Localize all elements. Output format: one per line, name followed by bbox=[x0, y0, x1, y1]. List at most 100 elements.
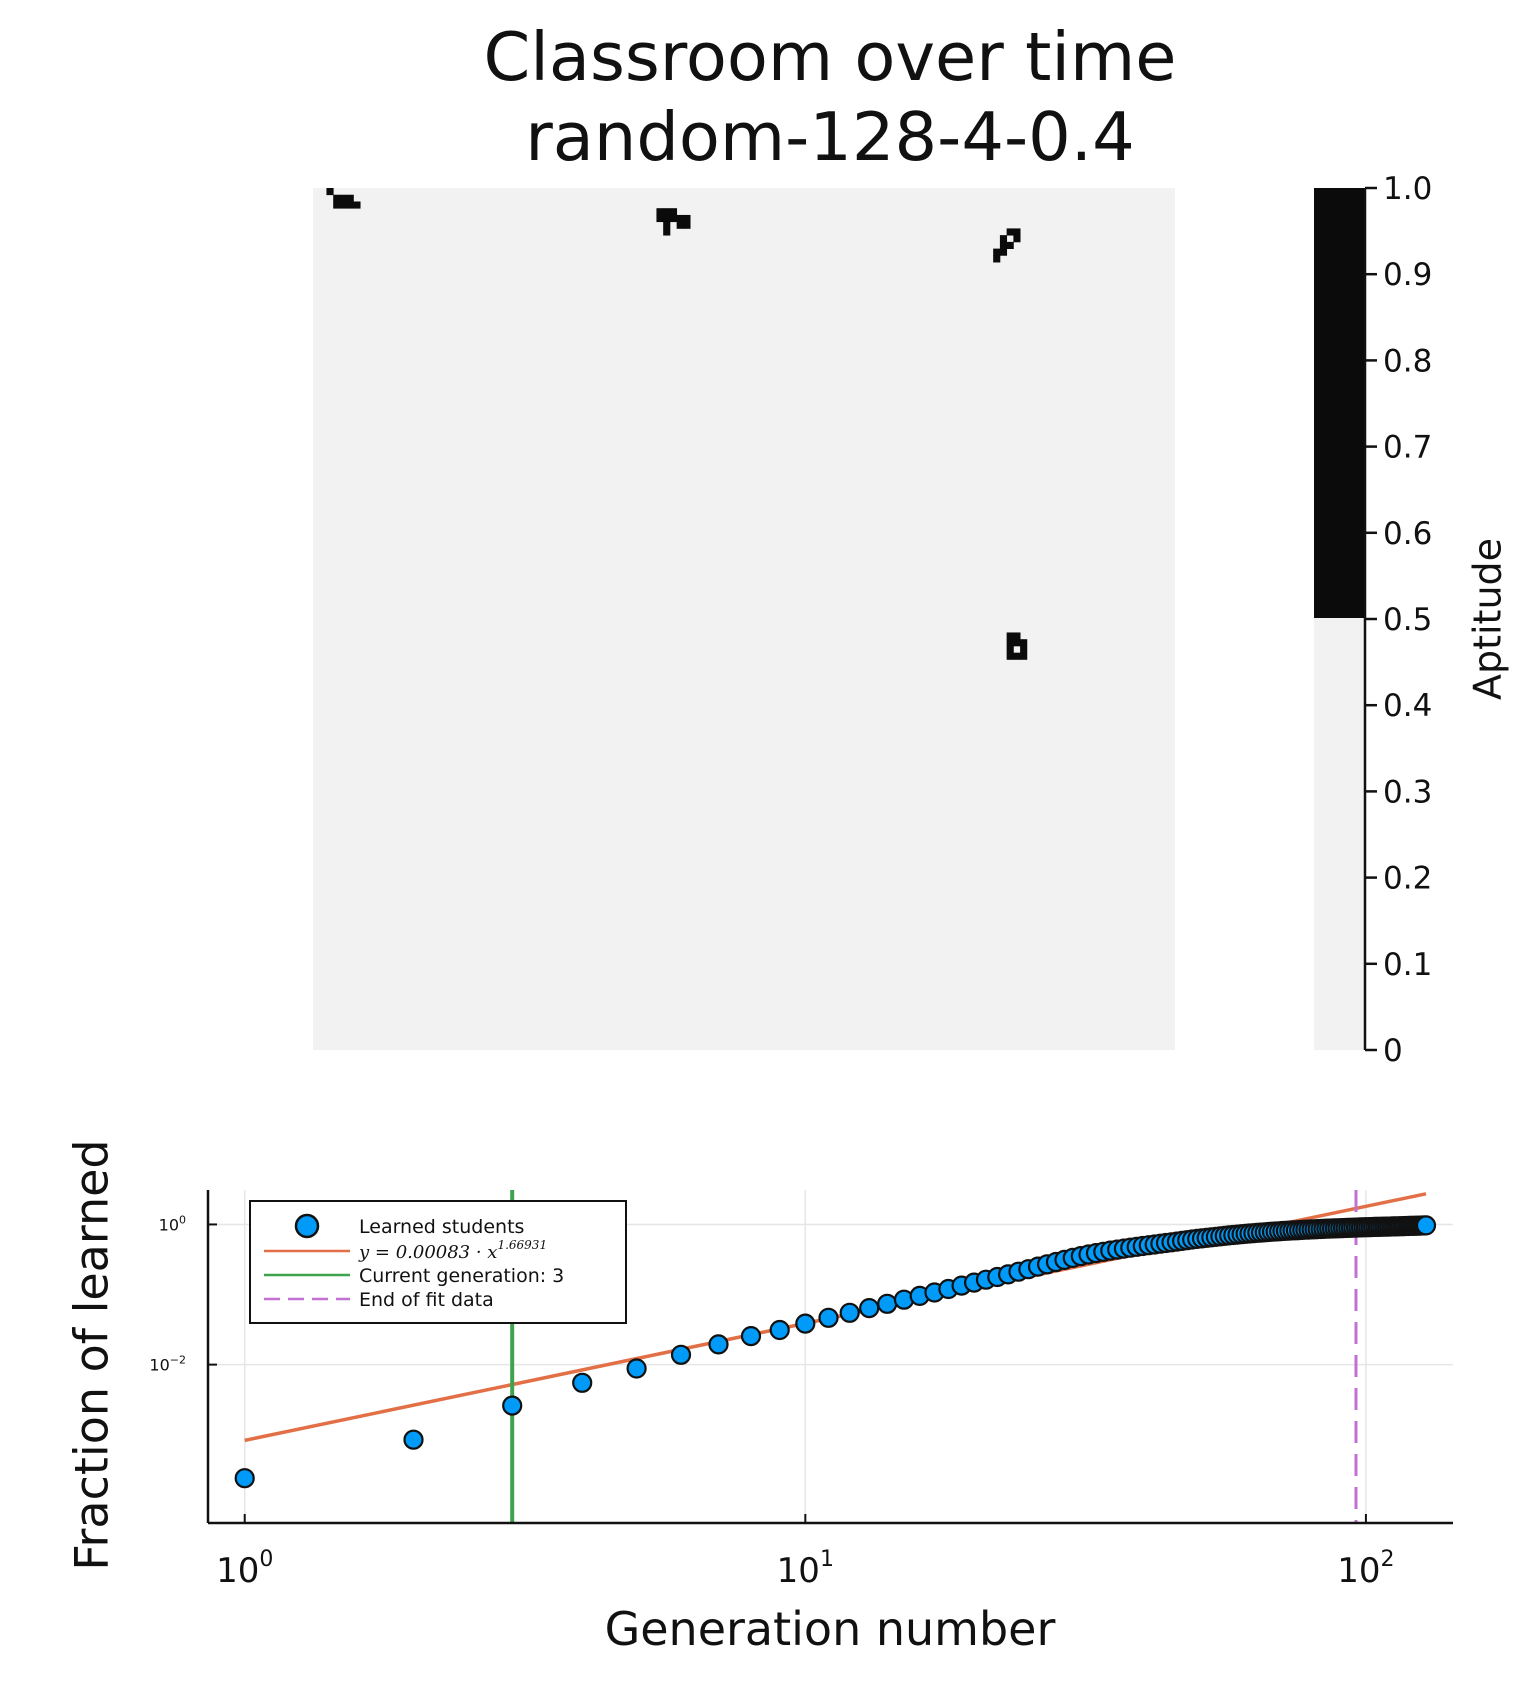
heatmap-cell bbox=[1020, 652, 1028, 660]
x-tick-exponent: 1 bbox=[820, 1547, 834, 1572]
heatmap-cell bbox=[1006, 241, 1014, 250]
heatmap-cell bbox=[1020, 645, 1028, 654]
colorbar-ticks: 0 0.1 0.2 0.3 0.4 0.5 0.6 0.7 0.8 0.9 1.0 bbox=[1365, 171, 1432, 1069]
data-point bbox=[708, 1334, 729, 1355]
colorbar-tick-label: 0.5 bbox=[1383, 602, 1432, 638]
y-axis-label: Fraction of learned bbox=[65, 1139, 119, 1570]
colorbar-tick-label: 0.8 bbox=[1383, 343, 1432, 379]
data-point bbox=[740, 1325, 762, 1347]
y-tick-label: 10−2 bbox=[149, 1354, 186, 1375]
legend-label-endfit: End of fit data bbox=[359, 1289, 494, 1311]
data-point bbox=[1415, 1215, 1437, 1236]
data-point bbox=[859, 1297, 880, 1319]
heatmap-cell bbox=[676, 221, 684, 229]
figure-title-line2: random-128-4-0.4 bbox=[525, 98, 1134, 176]
colorbar-tick-label: 0.4 bbox=[1383, 688, 1432, 724]
heatmap-cell bbox=[676, 214, 684, 223]
heatmap-cell bbox=[346, 194, 354, 202]
data-point bbox=[795, 1313, 816, 1334]
data-point bbox=[877, 1293, 898, 1314]
heatmap-cell bbox=[683, 214, 691, 223]
colorbar-tick-label: 0.2 bbox=[1383, 861, 1432, 897]
heatmap-cell bbox=[333, 194, 341, 202]
colorbar-tick-label: 0 bbox=[1383, 1033, 1403, 1069]
colorbar-tick-label: 0.1 bbox=[1383, 947, 1432, 983]
heatmap-cell bbox=[663, 228, 671, 236]
heatmap-cell bbox=[1006, 639, 1014, 647]
data-point bbox=[839, 1302, 860, 1323]
legend-label-learned: Learned students bbox=[359, 1216, 524, 1238]
heatmap-cell bbox=[669, 214, 678, 223]
heatmap-cell bbox=[1020, 639, 1028, 647]
heatmap-cell bbox=[663, 214, 671, 223]
legend-marker-learned bbox=[294, 1213, 320, 1239]
data-point bbox=[403, 1429, 424, 1450]
x-tick-label: 102 bbox=[1337, 1547, 1394, 1591]
heatmap-cell bbox=[1013, 639, 1021, 647]
heatmap-cell bbox=[669, 208, 678, 216]
heatmap-cell bbox=[339, 201, 348, 209]
heatmap-cell bbox=[333, 201, 341, 209]
y-tick-label: 100 bbox=[159, 1213, 186, 1234]
heatmap-cell bbox=[993, 248, 1001, 256]
x-tick-exponent: 2 bbox=[1381, 1547, 1395, 1572]
heatmap-cell bbox=[999, 235, 1008, 243]
heatmap-cell bbox=[1013, 235, 1021, 243]
x-tick-base: 10 bbox=[1337, 1551, 1380, 1591]
x-tick-label: 100 bbox=[216, 1547, 273, 1591]
legend-label-fit: y = 0.00083 · x1.66931 bbox=[358, 1238, 547, 1263]
heatmap-cell bbox=[656, 214, 664, 223]
legend-fit-exponent: 1.66931 bbox=[497, 1238, 547, 1252]
heatmap-cells bbox=[326, 188, 1028, 660]
colorbar-tick-label: 0.7 bbox=[1383, 430, 1432, 466]
heatmap-cell bbox=[1006, 645, 1014, 654]
x-tick-exponent: 0 bbox=[259, 1547, 273, 1572]
heatmap-cell bbox=[1013, 652, 1021, 660]
heatmap-cell bbox=[346, 201, 354, 209]
x-tick-label: 101 bbox=[777, 1547, 834, 1591]
y-tick-exponent: −2 bbox=[170, 1354, 186, 1367]
heatmap-cell bbox=[1006, 632, 1014, 640]
heatmap-cell bbox=[993, 255, 1001, 263]
colorbar-tick-label: 0.9 bbox=[1383, 257, 1432, 293]
heatmap-cell bbox=[326, 188, 334, 196]
heatmap-cell bbox=[353, 201, 361, 209]
colorbar-tick-label: 1.0 bbox=[1383, 171, 1432, 207]
heatmap-cell bbox=[339, 194, 348, 202]
heatmap-cell bbox=[656, 208, 664, 216]
heatmap-cell bbox=[1013, 228, 1021, 236]
data-point bbox=[769, 1319, 790, 1341]
data-point bbox=[572, 1372, 593, 1393]
x-axis-label: Generation number bbox=[605, 1602, 1056, 1656]
data-point bbox=[626, 1358, 647, 1379]
figure-title-line1: Classroom over time bbox=[484, 18, 1177, 96]
heatmap-cell bbox=[1006, 228, 1014, 236]
heatmap-cell bbox=[1013, 632, 1021, 640]
colorbar-tick-label: 0.3 bbox=[1383, 774, 1432, 810]
heatmap-cell bbox=[663, 221, 671, 229]
heatmap-cell bbox=[999, 248, 1008, 256]
heatmap-cell bbox=[1006, 652, 1014, 660]
heatmap-cell bbox=[683, 221, 691, 229]
colorbar: 0 0.1 0.2 0.3 0.4 0.5 0.6 0.7 0.8 0.9 1.0 Aptitude bbox=[1314, 171, 1510, 1069]
y-tick-base: 10 bbox=[159, 1215, 179, 1234]
y-tick-exponent: 0 bbox=[179, 1213, 186, 1226]
colorbar-high-segment bbox=[1314, 188, 1365, 618]
data-point bbox=[818, 1307, 839, 1328]
x-tick-base: 10 bbox=[216, 1551, 259, 1591]
classroom-heatmap bbox=[313, 188, 1175, 1050]
data-point bbox=[234, 1468, 255, 1489]
colorbar-tick-label: 0.6 bbox=[1383, 516, 1432, 552]
data-point bbox=[670, 1344, 692, 1365]
x-ticks: 100 101 102 bbox=[216, 1514, 1395, 1591]
legend: Learned students y = 0.00083 · x1.66931 … bbox=[249, 1200, 627, 1324]
colorbar-label: Aptitude bbox=[1466, 538, 1510, 700]
learned-points bbox=[234, 1215, 1437, 1489]
heatmap-cell bbox=[999, 241, 1008, 250]
legend-label-current: Current generation: 3 bbox=[359, 1265, 564, 1287]
heatmap-cell bbox=[663, 208, 671, 216]
data-point bbox=[502, 1395, 523, 1416]
